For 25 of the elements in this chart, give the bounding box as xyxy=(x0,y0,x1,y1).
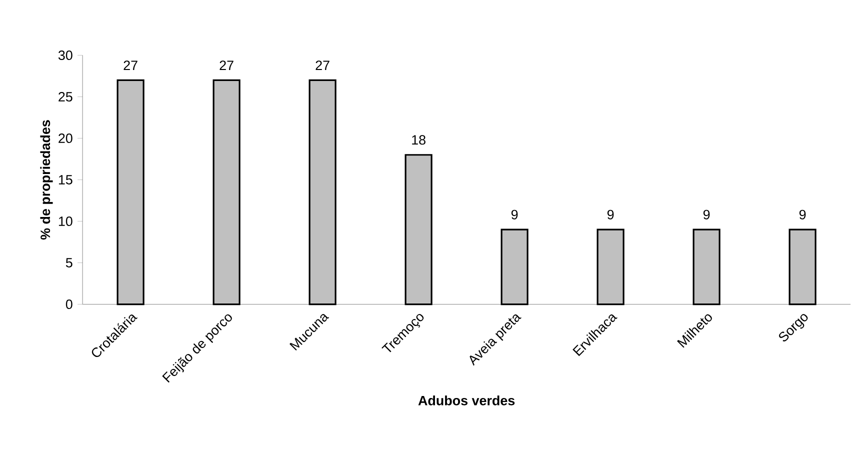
bar xyxy=(116,79,144,306)
bar xyxy=(692,228,720,306)
y-axis-title: % de propriedades xyxy=(40,120,53,240)
bar xyxy=(308,79,336,306)
data-label: 9 xyxy=(703,210,710,220)
data-label: 18 xyxy=(412,135,426,145)
data-label: 9 xyxy=(607,210,614,220)
y-tick-label: 25 xyxy=(58,92,72,102)
data-label: 27 xyxy=(220,60,234,70)
data-label: 9 xyxy=(799,210,806,220)
bar xyxy=(596,228,624,306)
y-tick-label: 10 xyxy=(58,216,72,226)
bar xyxy=(212,79,240,306)
y-tick-label: 20 xyxy=(58,134,72,144)
y-tick-label: 5 xyxy=(66,258,72,268)
data-label: 27 xyxy=(316,60,330,70)
bar xyxy=(404,154,432,306)
bar xyxy=(500,228,528,306)
y-tick-label: 30 xyxy=(58,50,72,60)
data-label: 27 xyxy=(124,60,138,70)
data-label: 9 xyxy=(511,210,518,220)
y-tick-label: 15 xyxy=(58,175,72,184)
bar xyxy=(788,228,816,306)
y-tick-label: 0 xyxy=(66,300,72,310)
x-axis-title: Adubos verdes xyxy=(418,395,515,406)
